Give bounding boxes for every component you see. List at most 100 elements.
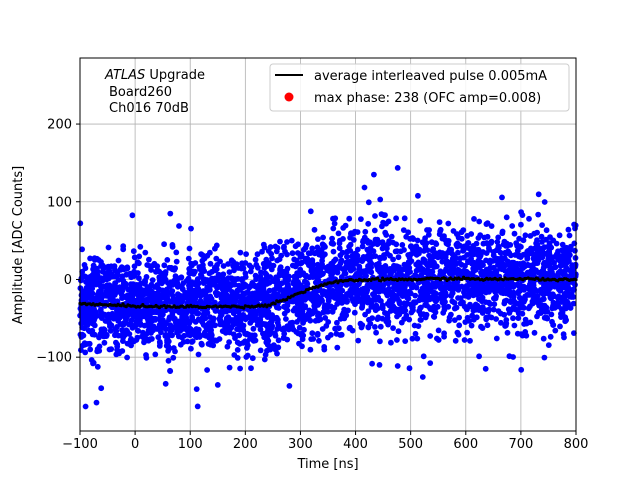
data-point xyxy=(301,326,307,333)
data-point xyxy=(98,309,104,316)
data-point xyxy=(417,217,423,224)
data-point xyxy=(309,257,316,263)
data-point xyxy=(498,319,504,326)
data-point xyxy=(254,251,261,258)
data-point xyxy=(166,316,172,323)
data-point xyxy=(343,263,350,270)
data-point xyxy=(359,304,365,311)
data-point xyxy=(161,241,168,248)
channel-label: Ch016 70dB xyxy=(109,101,189,116)
data-point xyxy=(130,248,137,255)
data-point xyxy=(359,243,366,250)
data-point xyxy=(329,235,335,242)
data-point xyxy=(99,268,106,275)
data-point xyxy=(264,297,271,304)
data-point xyxy=(417,311,424,318)
data-point xyxy=(267,329,274,335)
data-point xyxy=(570,294,577,300)
data-point xyxy=(274,282,281,289)
data-point xyxy=(274,257,281,264)
data-point xyxy=(545,342,552,348)
data-point xyxy=(561,281,568,288)
data-point xyxy=(149,309,156,315)
data-point xyxy=(262,351,269,358)
data-point xyxy=(350,231,357,237)
data-point xyxy=(375,282,382,289)
data-point xyxy=(262,321,269,328)
data-point xyxy=(464,306,470,313)
data-point xyxy=(91,269,97,276)
data-point xyxy=(504,258,511,265)
data-point xyxy=(298,259,305,266)
data-point xyxy=(307,346,314,353)
data-point xyxy=(540,335,547,342)
data-point xyxy=(355,289,361,295)
data-point xyxy=(165,357,172,364)
data-point xyxy=(87,318,93,324)
data-point xyxy=(106,319,113,326)
data-point xyxy=(143,331,150,338)
data-point xyxy=(506,266,513,273)
data-point xyxy=(473,287,479,294)
data-point xyxy=(264,314,271,320)
data-point xyxy=(167,210,174,217)
data-point xyxy=(562,292,568,299)
data-point xyxy=(474,279,481,286)
data-point xyxy=(188,345,194,352)
data-point xyxy=(534,229,540,236)
data-point xyxy=(298,293,305,300)
data-point xyxy=(514,266,521,272)
data-point xyxy=(164,257,171,263)
data-point xyxy=(90,308,97,314)
data-point xyxy=(241,295,248,302)
data-point xyxy=(96,347,103,354)
data-point xyxy=(436,219,443,226)
data-point xyxy=(546,243,552,250)
data-point xyxy=(503,322,509,329)
data-point xyxy=(479,298,485,305)
data-point xyxy=(419,374,426,380)
data-point xyxy=(305,316,312,322)
data-point xyxy=(82,403,89,410)
data-point xyxy=(260,284,267,291)
data-point xyxy=(377,323,384,330)
data-point xyxy=(527,319,534,326)
data-point xyxy=(355,337,362,344)
data-point xyxy=(442,237,449,244)
data-point xyxy=(134,327,141,334)
data-point xyxy=(456,242,463,249)
data-point xyxy=(187,326,194,333)
data-point xyxy=(206,285,213,292)
data-point xyxy=(260,260,267,267)
data-point xyxy=(418,289,425,295)
data-point xyxy=(156,286,163,293)
data-point xyxy=(486,306,493,313)
data-point xyxy=(499,283,505,290)
data-point xyxy=(206,299,213,306)
data-point xyxy=(456,314,462,321)
data-point xyxy=(345,307,351,314)
data-point xyxy=(274,350,280,357)
data-point xyxy=(193,334,200,341)
data-point xyxy=(470,247,477,254)
data-point xyxy=(135,318,142,324)
data-point xyxy=(550,281,557,288)
data-point xyxy=(363,285,369,291)
data-point xyxy=(508,298,515,305)
data-point xyxy=(314,244,321,251)
data-point xyxy=(343,298,349,304)
data-point xyxy=(463,244,470,251)
data-point xyxy=(134,334,141,341)
data-point xyxy=(509,292,516,299)
atlas-label: ATLAS xyxy=(104,68,145,83)
data-point xyxy=(507,271,514,278)
data-point xyxy=(426,252,432,259)
data-point xyxy=(484,322,491,329)
data-point xyxy=(542,250,548,257)
data-point xyxy=(548,293,554,300)
data-point xyxy=(514,247,521,254)
data-point xyxy=(287,322,293,329)
data-point xyxy=(137,285,143,291)
data-point xyxy=(85,287,92,294)
